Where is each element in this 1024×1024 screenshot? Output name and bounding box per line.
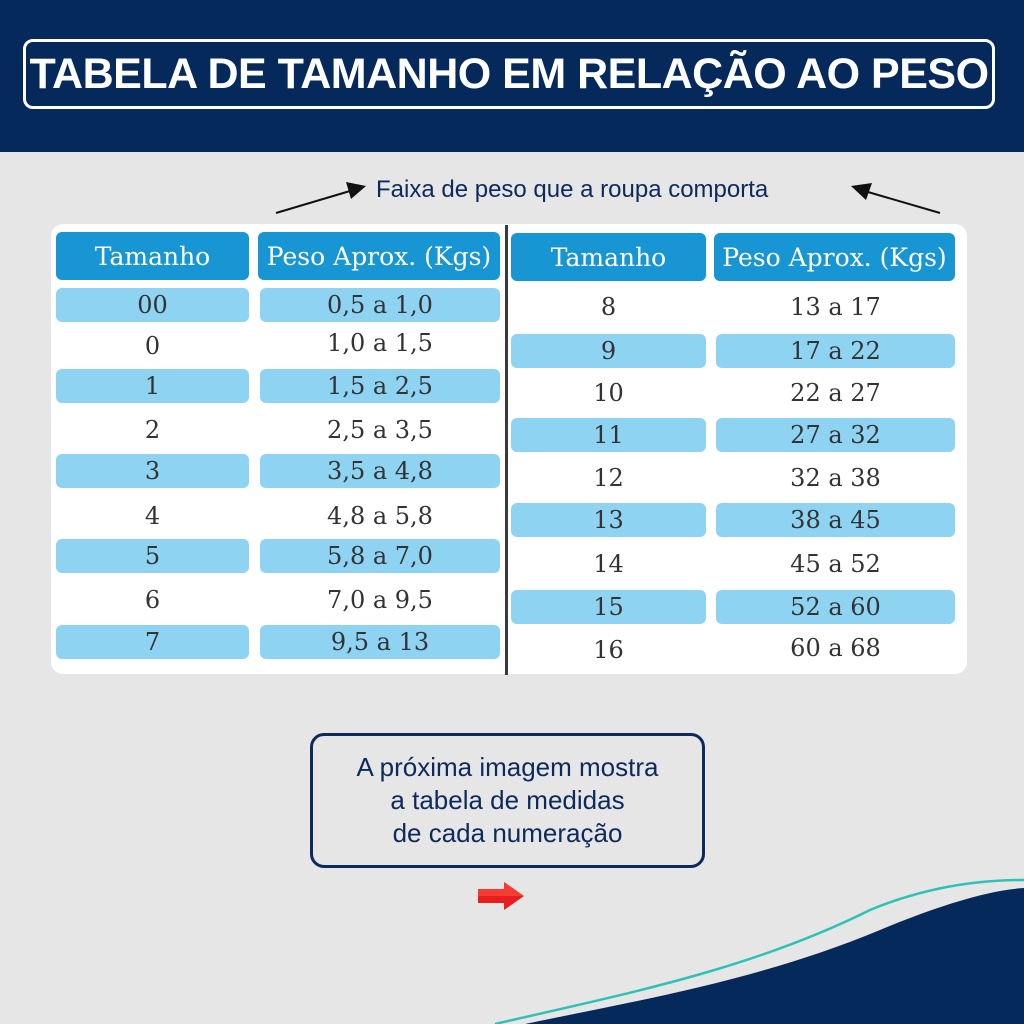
header-banner: TABELA DE TAMANHO EM RELAÇÃO AO PESO: [0, 0, 1024, 152]
note-line: A próxima imagem mostra: [356, 752, 659, 782]
left-row-weight: 4,8 a 5,8: [327, 502, 433, 530]
right-row-size: 15: [511, 590, 706, 624]
right-row-weight: 27 a 32: [716, 418, 955, 452]
left-row-weight: 7,0 a 9,5: [327, 586, 433, 614]
right-row-size: 13: [511, 503, 706, 537]
left-row-size: 1: [56, 369, 249, 403]
right-row-size: 12: [593, 464, 624, 492]
left-row-weight: 9,5 a 13: [260, 625, 500, 659]
right-row-weight: 45 a 52: [790, 550, 881, 578]
right-row-size: 10: [593, 379, 624, 407]
left-row-weight: 1,0 a 1,5: [327, 329, 433, 357]
left-row-size: 5: [56, 539, 249, 573]
left-row-size: 6: [144, 586, 161, 614]
left-row-weight: 1,5 a 2,5: [260, 369, 500, 403]
pointer-arrows: [275, 182, 941, 214]
title-frame: TABELA DE TAMANHO EM RELAÇÃO AO PESO: [23, 39, 995, 109]
left-header-size: Tamanho: [56, 232, 249, 280]
page-title: TABELA DE TAMANHO EM RELAÇÃO AO PESO: [29, 49, 989, 98]
right-row-size: 11: [511, 418, 706, 452]
right-row-size: 9: [511, 334, 706, 368]
left-row-weight: 0,5 a 1,0: [260, 288, 500, 322]
right-row-weight: 60 a 68: [790, 634, 881, 662]
decorative-wave: [494, 878, 1024, 1024]
right-header-weight: Peso Aprox. (Kgs): [714, 233, 955, 281]
left-row-size: 4: [144, 502, 161, 530]
right-row-weight: 17 a 22: [716, 334, 955, 368]
right-row-size: 8: [600, 293, 617, 321]
left-row-size: 0: [144, 332, 161, 360]
left-row-size: 3: [56, 454, 249, 488]
right-header-size: Tamanho: [511, 233, 706, 281]
right-row-weight: 13 a 17: [790, 293, 881, 321]
right-row-weight: 38 a 45: [716, 503, 955, 537]
left-row-weight: 5,8 a 7,0: [260, 539, 500, 573]
right-row-weight: 22 a 27: [790, 379, 881, 407]
right-row-weight: 32 a 38: [790, 464, 881, 492]
note-line: a tabela de medidas: [390, 785, 625, 815]
left-row-size: 7: [56, 625, 249, 659]
table-divider: [505, 225, 508, 675]
right-row-weight: 52 a 60: [716, 590, 955, 624]
right-row-size: 14: [593, 550, 624, 578]
next-image-note: A próxima imagem mostra a tabela de medi…: [310, 733, 705, 868]
left-pointer-arrow-icon: [275, 182, 366, 214]
right-pointer-arrow-icon: [851, 183, 941, 214]
right-row-size: 16: [593, 636, 624, 664]
left-row-weight: 2,5 a 3,5: [327, 416, 433, 444]
left-row-size: 00: [56, 288, 249, 322]
red-right-arrow-icon: [478, 882, 524, 910]
left-row-size: 2: [144, 416, 161, 444]
weight-range-note: Faixa de peso que a roupa comporta: [376, 176, 769, 203]
left-row-weight: 3,5 a 4,8: [260, 454, 500, 488]
left-header-weight: Peso Aprox. (Kgs): [258, 232, 500, 280]
note-line: de cada numeração: [392, 818, 623, 848]
